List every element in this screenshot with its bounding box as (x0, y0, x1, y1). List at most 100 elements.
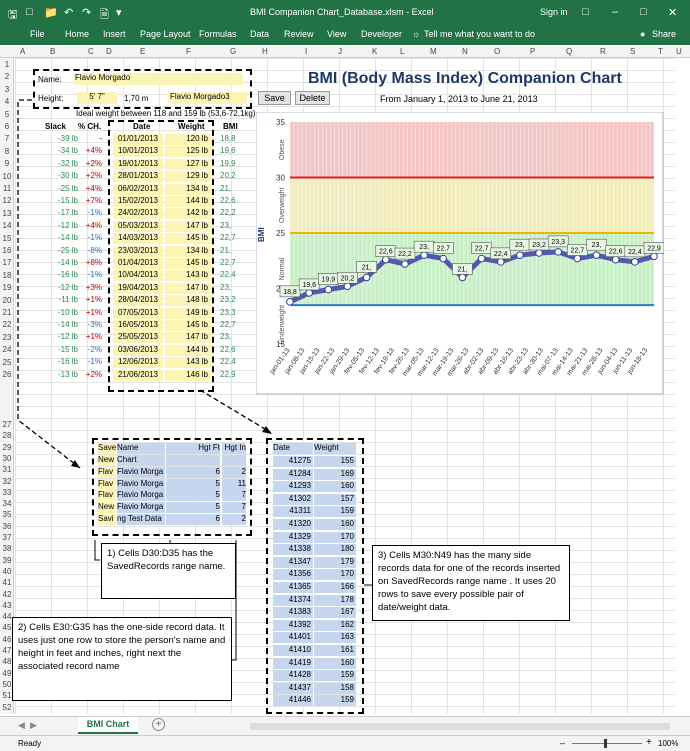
row-header[interactable]: 21 (2, 308, 12, 317)
tab-scroll-left-icon[interactable]: ◀ (18, 720, 25, 730)
horizontal-scrollbar[interactable] (250, 723, 670, 730)
row-header[interactable]: 13 (2, 208, 12, 218)
row-header[interactable]: 20 (2, 295, 12, 305)
row-header[interactable]: 33 (2, 487, 12, 497)
row-header[interactable]: 50 (2, 679, 12, 689)
row-header[interactable]: 14 (2, 221, 12, 231)
zoom-slider-thumb[interactable] (604, 739, 607, 748)
tab-view[interactable]: View (327, 29, 347, 39)
row-header[interactable]: 25 (2, 357, 12, 367)
new-icon[interactable]: □ (26, 6, 33, 18)
column-header[interactable]: T (658, 47, 663, 56)
minimize-icon[interactable]: – (612, 6, 619, 18)
tell-me-box[interactable]: Tell me what you want to do (424, 29, 536, 39)
tab-insert[interactable]: Insert (103, 29, 126, 39)
row-header[interactable]: 37 (2, 533, 12, 542)
share-icon[interactable]: ● (640, 29, 646, 39)
delete-button[interactable]: Delete (295, 91, 330, 105)
row-header[interactable]: 41 (2, 578, 12, 588)
height-ft-input[interactable]: 5' 7" (77, 92, 117, 104)
row-header[interactable]: 1 (4, 60, 10, 69)
column-header[interactable]: P (530, 47, 536, 56)
ribbon-options-icon[interactable]: □ (582, 6, 589, 18)
column-header[interactable]: G (230, 47, 237, 56)
tab-scroll-right-icon[interactable]: ▶ (30, 720, 37, 730)
row-header[interactable]: 2 (4, 72, 10, 82)
row-header[interactable]: 40 (2, 566, 12, 576)
row-header[interactable]: 10 (2, 171, 12, 181)
row-header[interactable]: 46 (2, 634, 12, 644)
row-header[interactable]: 22 (2, 320, 12, 330)
row-header[interactable]: 35 (2, 510, 12, 520)
row-header[interactable]: 49 (2, 668, 12, 678)
column-header[interactable]: U (676, 47, 682, 56)
row-header[interactable]: 6 (4, 122, 10, 131)
column-header[interactable]: R (600, 47, 606, 56)
row-header[interactable]: 28 (2, 431, 12, 441)
customize-qat-icon[interactable]: ▾ (116, 7, 122, 19)
column-header[interactable]: O (494, 47, 501, 56)
row-header[interactable]: 29 (2, 442, 12, 452)
zoom-in-icon[interactable]: + (646, 737, 652, 748)
column-header[interactable]: C (88, 47, 94, 56)
row-header[interactable]: 52 (2, 702, 12, 712)
sheet-tab-bmi-chart[interactable]: BMI Chart (78, 717, 138, 734)
row-header[interactable]: 39 (2, 555, 12, 565)
record-name-input[interactable]: Flavio Morgado3 (168, 92, 247, 104)
row-header[interactable]: 3 (4, 84, 10, 94)
tab-page-layout[interactable]: Page Layout (140, 29, 191, 39)
row-header[interactable]: 48 (2, 657, 12, 667)
row-header[interactable]: 11 (2, 184, 12, 193)
column-header[interactable]: F (186, 47, 191, 56)
zoom-slider[interactable] (572, 743, 642, 744)
column-header[interactable]: N (462, 47, 468, 56)
row-header[interactable]: 5 (4, 109, 10, 119)
row-header[interactable]: 27 (2, 420, 12, 429)
column-header[interactable]: D (106, 47, 112, 56)
column-header[interactable]: H (262, 47, 268, 56)
column-header[interactable]: A (20, 47, 26, 56)
tab-file[interactable]: File (30, 29, 45, 39)
close-icon[interactable]: ✕ (668, 7, 678, 19)
row-header[interactable]: 18 (2, 270, 12, 280)
row-header[interactable]: 12 (2, 196, 12, 206)
tab-data[interactable]: Data (250, 29, 270, 39)
row-header[interactable]: 43 (2, 600, 12, 610)
new-doc-icon[interactable]: 🗎 (100, 9, 109, 21)
column-header[interactable]: S (630, 47, 636, 56)
row-header[interactable]: 19 (2, 283, 12, 293)
zoom-out-icon[interactable]: – (560, 738, 566, 748)
column-header[interactable]: I (305, 47, 308, 56)
row-header[interactable]: 44 (2, 612, 12, 622)
tab-formulas[interactable]: Formulas (199, 29, 237, 39)
row-header[interactable]: 24 (2, 345, 12, 355)
tab-home[interactable]: Home (65, 29, 90, 39)
row-header[interactable]: 38 (2, 544, 12, 554)
row-header[interactable]: 51 (2, 691, 12, 701)
column-header[interactable]: B (50, 47, 56, 56)
undo-icon[interactable]: ↶ (64, 7, 74, 19)
sign-in-link[interactable]: Sign in (540, 7, 568, 17)
save-button[interactable]: Save (258, 91, 291, 105)
row-header[interactable]: 15 (2, 233, 12, 243)
row-header[interactable]: 30 (2, 453, 12, 463)
save-icon[interactable]: 🖫 (8, 9, 18, 21)
row-header[interactable]: 31 (2, 465, 12, 475)
row-header[interactable]: 42 (2, 589, 12, 599)
row-header[interactable]: 23 (2, 332, 12, 342)
row-header[interactable]: 34 (2, 499, 12, 509)
row-header[interactable]: 9 (4, 159, 10, 169)
redo-icon[interactable]: ↷ (82, 7, 92, 19)
row-header[interactable]: 47 (2, 646, 12, 655)
column-header[interactable]: L (400, 47, 405, 56)
add-sheet-icon[interactable]: + (152, 718, 165, 731)
column-header[interactable]: Q (566, 47, 573, 56)
maximize-icon[interactable]: □ (640, 6, 647, 18)
share-button[interactable]: Share (652, 29, 677, 39)
row-header[interactable]: 8 (4, 146, 10, 156)
row-header[interactable]: 36 (2, 521, 12, 531)
row-header[interactable]: 17 (2, 258, 12, 268)
column-header[interactable]: E (140, 47, 146, 56)
row-header[interactable]: 32 (2, 476, 12, 486)
open-folder-icon[interactable]: 📁 (44, 7, 58, 19)
